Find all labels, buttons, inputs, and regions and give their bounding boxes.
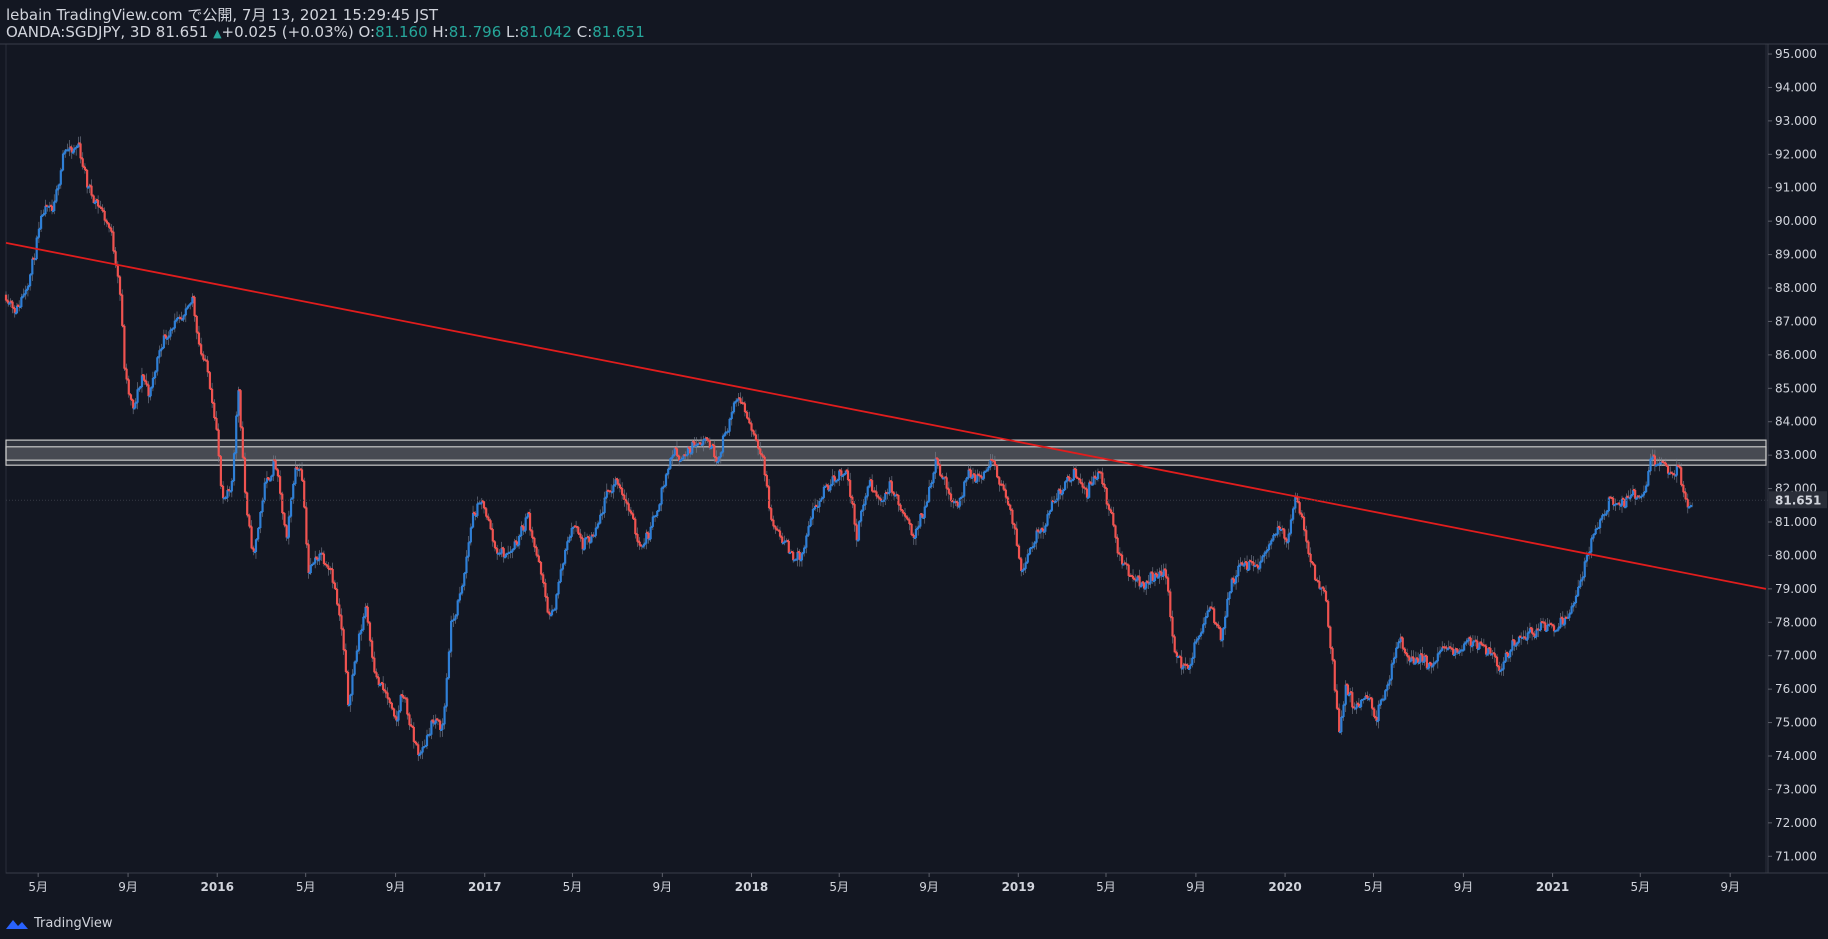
y-tick-label: 91.000 xyxy=(1775,181,1817,195)
x-tick-label: 2019 xyxy=(1002,880,1035,894)
x-tick-label: 9月 xyxy=(653,880,673,894)
x-tick-label: 9月 xyxy=(118,880,138,894)
close-label: C: xyxy=(576,23,593,41)
price-change: +0.025 (+0.03%) xyxy=(221,23,354,41)
y-tick-label: 87.000 xyxy=(1775,314,1817,328)
trendline xyxy=(5,242,1767,590)
downtrend-line xyxy=(5,242,1767,590)
current-price-box xyxy=(1769,491,1827,509)
high-value: 81.796 xyxy=(448,23,502,41)
up-arrow-icon: ▲ xyxy=(213,27,222,40)
x-tick-label: 5月 xyxy=(28,880,48,894)
y-tick-label: 92.000 xyxy=(1775,147,1817,161)
low-value: 81.042 xyxy=(519,23,572,41)
candles xyxy=(4,136,1694,762)
x-tick-label: 9月 xyxy=(1454,880,1474,894)
last-price: 81.651 xyxy=(155,23,209,41)
x-tick-label: 5月 xyxy=(563,880,583,894)
y-tick-label: 71.000 xyxy=(1775,849,1817,863)
symbol-ohlc-legend: OANDA:SGDJPY, 3D 81.651 ▲+0.025 (+0.03%)… xyxy=(6,23,645,43)
publish-info: lebain TradingView.com で公開, 7月 13, 2021 … xyxy=(6,6,439,24)
x-tick-label: 5月 xyxy=(1096,880,1116,894)
x-tick-label: 2021 xyxy=(1536,880,1569,894)
y-tick-label: 90.000 xyxy=(1775,214,1817,228)
open-value: 81.160 xyxy=(375,23,428,41)
tradingview-brand: TradingView xyxy=(4,916,113,931)
y-tick-label: 83.000 xyxy=(1775,448,1817,462)
y-tick-label: 79.000 xyxy=(1775,582,1817,596)
y-tick-label: 89.000 xyxy=(1775,248,1817,262)
x-tick-label: 2017 xyxy=(468,880,501,894)
low-label: L: xyxy=(506,23,520,41)
time-axis: 5月 9月 2016 5月 9月 2017 5月 9月 2018 5月 9月 2019 5月 9月 2020… xyxy=(28,873,1740,894)
high-label: H: xyxy=(432,23,449,41)
tradingview-logo-icon xyxy=(6,919,28,929)
close-value: 81.651 xyxy=(592,23,645,41)
y-tick-label: 88.000 xyxy=(1775,281,1817,295)
y-tick-label: 72.000 xyxy=(1775,816,1817,830)
y-tick-label: 86.000 xyxy=(1775,348,1817,362)
y-tick-label: 95.000 xyxy=(1775,47,1817,61)
x-tick-label: 2018 xyxy=(735,880,768,894)
current-price-label: 81.651 xyxy=(1775,493,1821,507)
y-tick-label: 75.000 xyxy=(1775,716,1817,730)
y-tick-label: 85.000 xyxy=(1775,381,1817,395)
y-tick-label: 74.000 xyxy=(1775,749,1817,763)
y-tick-label: 73.000 xyxy=(1775,782,1817,796)
symbol-label: OANDA:SGDJPY, 3D xyxy=(6,23,151,41)
y-tick-label: 80.000 xyxy=(1775,548,1817,562)
x-tick-label: 5月 xyxy=(296,880,316,894)
y-tick-label: 94.000 xyxy=(1775,80,1817,94)
y-tick-label: 81.000 xyxy=(1775,515,1817,529)
x-tick-label: 5月 xyxy=(1630,880,1650,894)
y-tick-label: 84.000 xyxy=(1775,415,1817,429)
y-tick-label: 76.000 xyxy=(1775,682,1817,696)
price-zones xyxy=(5,439,1767,466)
x-tick-label: 9月 xyxy=(1720,880,1740,894)
brand-label: TradingView xyxy=(34,916,113,931)
x-tick-label: 9月 xyxy=(1186,880,1206,894)
open-label: O: xyxy=(358,23,376,41)
x-tick-label: 5月 xyxy=(829,880,849,894)
x-tick-label: 9月 xyxy=(919,880,939,894)
y-tick-label: 93.000 xyxy=(1775,114,1817,128)
x-tick-label: 9月 xyxy=(386,880,406,894)
x-tick-label: 2016 xyxy=(201,880,234,894)
x-tick-label: 5月 xyxy=(1364,880,1384,894)
x-tick-label: 2020 xyxy=(1268,880,1301,894)
y-tick-label: 78.000 xyxy=(1775,615,1817,629)
y-tick-label: 77.000 xyxy=(1775,649,1817,663)
price-axis: 95.000 94.000 93.000 92.000 91.000 90.000 89.0… xyxy=(6,47,1827,863)
resistance-zone-2 xyxy=(5,439,1767,461)
